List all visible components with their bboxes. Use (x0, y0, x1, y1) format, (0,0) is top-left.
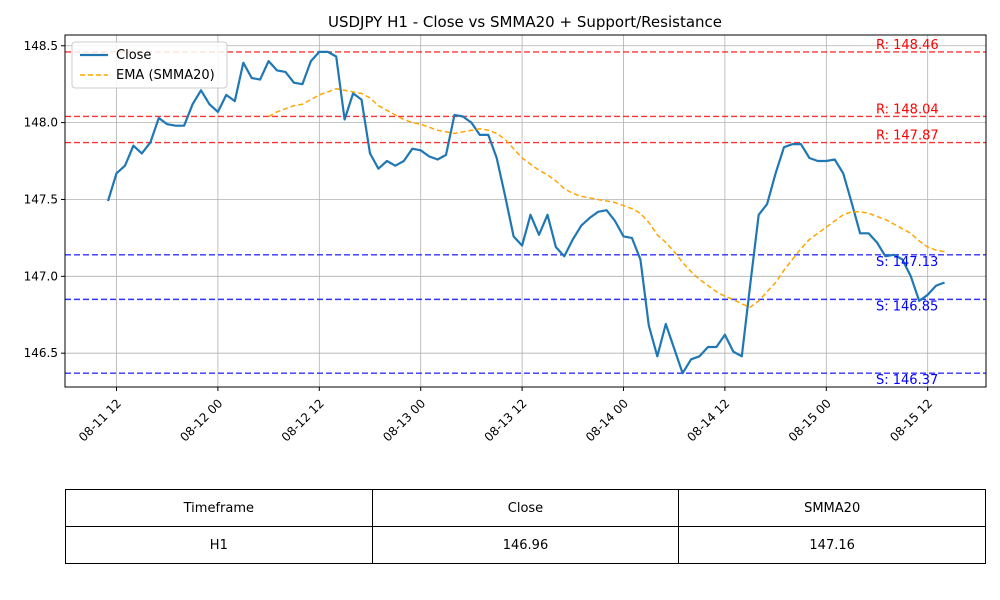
y-tick-label: 148.5 (24, 39, 58, 53)
chart-title: USDJPY H1 - Close vs SMMA20 + Support/Re… (328, 13, 722, 31)
legend-close-label: Close (116, 48, 151, 63)
legend-smma-label: EMA (SMMA20) (116, 68, 215, 83)
legend: Close EMA (SMMA20) (71, 41, 228, 89)
x-tick-label: 08-14 00 (583, 396, 631, 444)
table-row: H1 146.96 147.16 (65, 526, 986, 564)
x-tick-label: 08-12 12 (279, 396, 327, 444)
x-tick-label: 08-15 00 (786, 396, 834, 444)
x-tick-label: 08-11 12 (76, 396, 124, 444)
x-tick-label: 08-14 12 (684, 396, 732, 444)
series-lines (106, 50, 945, 375)
table-header-row: Timeframe Close SMMA20 (65, 489, 986, 527)
close-price-line (106, 50, 945, 375)
level-labels: R: 148.46 R: 148.04 R: 147.87 S: 147.13 S: 1… (876, 38, 939, 388)
support-label: S: 146.85 (876, 299, 938, 314)
y-axis-ticks: 146.5 147.0 147.5 148.0 148.5 (24, 39, 65, 360)
summary-table: Timeframe Close SMMA20 H1 146.96 147.16 (65, 489, 986, 564)
table-header-cell: SMMA20 (678, 489, 986, 527)
support-label: S: 147.13 (876, 255, 938, 270)
y-tick-label: 147.5 (24, 192, 58, 206)
y-tick-label: 146.5 (24, 346, 58, 360)
x-tick-label: 08-13 12 (482, 396, 530, 444)
table-cell: H1 (65, 526, 373, 564)
y-tick-label: 147.0 (24, 269, 58, 283)
support-label: S: 146.37 (876, 373, 938, 388)
x-tick-label: 08-12 00 (177, 396, 225, 444)
x-axis-ticks: 08-11 12 08-12 00 08-12 12 08-13 00 08-13 12… (76, 387, 935, 444)
plot-frame (64, 34, 987, 388)
x-tick-label: 08-13 00 (380, 396, 428, 444)
resistance-label: R: 148.04 (876, 102, 939, 117)
x-tick-label: 08-15 12 (887, 396, 935, 444)
support-resistance-lines (65, 51, 986, 374)
smma20-line (268, 88, 945, 308)
table-header-cell: Close (371, 489, 680, 527)
legend-box (71, 41, 228, 89)
chart: USDJPY H1 - Close vs SMMA20 + Support/Re… (24, 13, 987, 444)
table-header-cell: Timeframe (65, 489, 373, 527)
resistance-label: R: 147.87 (876, 129, 939, 144)
y-tick-label: 148.0 (24, 116, 58, 130)
resistance-label: R: 148.46 (876, 38, 939, 53)
table-cell: 146.96 (371, 526, 680, 564)
table-cell: 147.16 (678, 526, 986, 564)
